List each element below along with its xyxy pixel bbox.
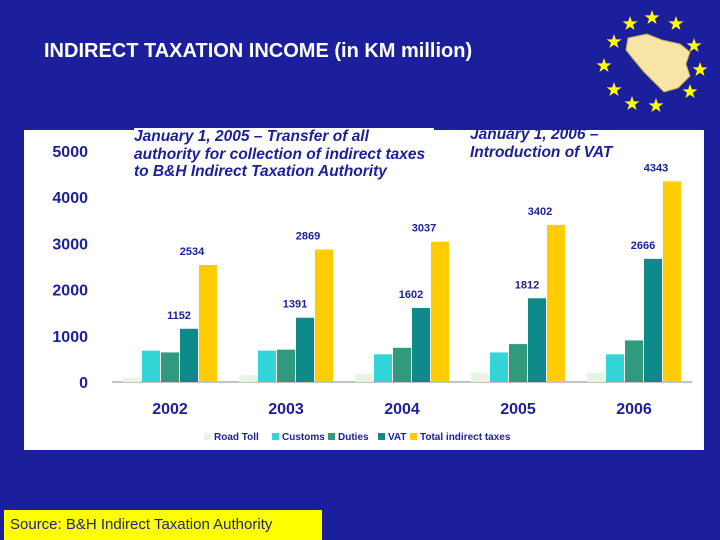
data-label-total-indirect-taxes: 3402 (528, 206, 552, 218)
x-tick-label: 2004 (384, 401, 420, 418)
bar-road-toll (123, 377, 141, 382)
data-label-total-indirect-taxes: 4343 (644, 162, 668, 174)
bar-customs (142, 350, 160, 382)
bar-total-indirect-taxes (547, 224, 565, 382)
eu-bih-emblem-icon (596, 10, 708, 112)
data-label-total-indirect-taxes: 3037 (412, 223, 436, 235)
source-note: Source: B&H Indirect Taxation Authority (4, 510, 322, 540)
legend-entry: VAT (388, 432, 407, 443)
eu-stars (596, 10, 708, 112)
data-label-vat: 1602 (399, 289, 423, 301)
bar-vat (644, 258, 662, 382)
legend-swatch (328, 433, 335, 440)
chart-title: INDIRECT TAXATION INCOME (in KM million) (44, 40, 473, 62)
legend-entry: Road Toll (214, 432, 259, 443)
legend-entry: Total indirect taxes (420, 432, 511, 443)
y-tick-label: 5000 (52, 144, 88, 161)
annotation-2005: January 1, 2005 – Transfer of all author… (134, 128, 434, 181)
legend-entry: Duties (338, 432, 369, 443)
data-label-total-indirect-taxes: 2534 (180, 246, 205, 258)
bar-vat (180, 328, 198, 382)
bar-total-indirect-taxes (199, 264, 217, 382)
bar-duties (277, 349, 295, 382)
bar-road-toll (355, 373, 373, 382)
y-tick-label: 1000 (52, 329, 88, 346)
bar-vat (528, 298, 546, 382)
x-tick-label: 2002 (152, 401, 188, 418)
data-label-vat: 1152 (167, 310, 191, 322)
data-label-total-indirect-taxes: 2869 (296, 230, 320, 242)
bar-customs (490, 352, 508, 382)
legend-swatch (378, 433, 385, 440)
chart-panel: 0 1000 2000 3000 4000 5000 1152 2534 2002 1391 286… (24, 130, 704, 450)
x-tick-label: 2005 (500, 401, 536, 418)
y-tick-label: 3000 (52, 236, 88, 253)
data-label-vat: 1812 (515, 279, 539, 291)
bar-road-toll (239, 375, 257, 382)
bar-total-indirect-taxes (663, 181, 681, 382)
bar-vat (412, 307, 430, 382)
bar-duties (161, 352, 179, 382)
legend-swatch (272, 433, 279, 440)
data-label-vat: 2666 (631, 240, 655, 252)
x-tick-label: 2006 (616, 401, 652, 418)
bar-road-toll (471, 372, 489, 382)
bar-road-toll (587, 372, 605, 382)
bar-duties (509, 344, 527, 382)
bar-customs (258, 350, 276, 382)
legend-entry: Customs (282, 432, 325, 443)
bar-duties (625, 340, 643, 382)
bar-total-indirect-taxes (315, 249, 333, 382)
y-tick-label: 2000 (52, 283, 88, 300)
y-tick-label: 0 (79, 375, 88, 392)
annotation-2006: January 1, 2006 – Introduction of VAT (470, 126, 613, 161)
bar-duties (393, 347, 411, 382)
bar-vat (296, 317, 314, 382)
bih-map-shape (625, 33, 691, 93)
bar-customs (606, 354, 624, 382)
bar-total-indirect-taxes (431, 241, 449, 382)
bar-customs (374, 354, 392, 382)
bar-chart: 0 1000 2000 3000 4000 5000 1152 2534 2002 1391 286… (52, 144, 692, 443)
data-label-vat: 1391 (283, 299, 307, 311)
y-tick-label: 4000 (52, 190, 88, 207)
legend-swatch (410, 433, 417, 440)
x-tick-label: 2003 (268, 401, 304, 418)
legend-swatch (204, 433, 211, 440)
